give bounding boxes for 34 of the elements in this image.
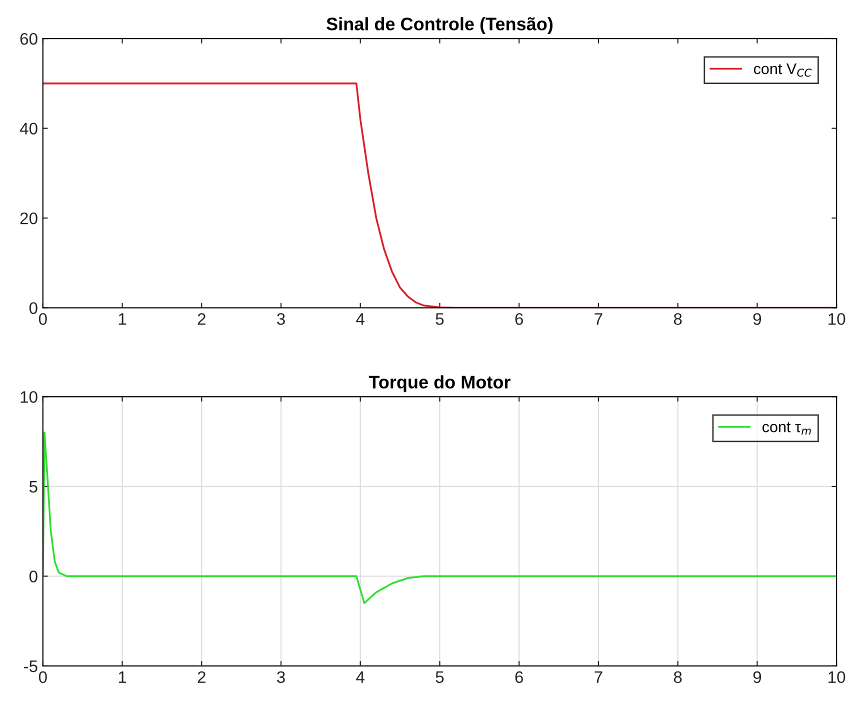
y-tick-label: -5 bbox=[24, 660, 38, 672]
x-tick-label: 6 bbox=[515, 671, 523, 684]
y-tick-label: 0 bbox=[29, 570, 38, 582]
x-tick-label: 9 bbox=[753, 671, 762, 684]
x-tick-label: 4 bbox=[356, 671, 365, 683]
x-tick-label: 4 bbox=[356, 313, 365, 325]
x-tick-label: 8 bbox=[674, 313, 682, 325]
x-tick-label: 3 bbox=[276, 313, 285, 325]
x-tick-label: 0 bbox=[38, 313, 47, 325]
x-tick-label: 2 bbox=[198, 313, 206, 325]
legend-label: cont τ$_{m}$ bbox=[762, 422, 811, 435]
y-tick-label: 10 bbox=[20, 391, 38, 403]
y-tick-label: 20 bbox=[20, 212, 38, 224]
y-tick-label: 0 bbox=[29, 302, 38, 314]
x-tick-label: 6 bbox=[515, 313, 523, 325]
x-tick-label: 1 bbox=[118, 671, 126, 683]
x-tick-label: 7 bbox=[594, 671, 602, 683]
legend-label: cont V$_{CC}$ bbox=[754, 64, 812, 77]
y-tick-label: 60 bbox=[20, 32, 38, 45]
x-tick-label: 5 bbox=[436, 313, 444, 325]
x-tick-label: 10 bbox=[828, 671, 846, 684]
x-tick-label: 10 bbox=[828, 313, 846, 325]
chart-title: Torque do Motor bbox=[368, 375, 510, 392]
x-tick-label: 5 bbox=[436, 671, 444, 684]
x-tick-label: 1 bbox=[118, 313, 126, 325]
chart-title: Sinal de Controle (Tensão) bbox=[326, 17, 553, 34]
y-tick-label: 40 bbox=[20, 122, 38, 135]
x-tick-label: 8 bbox=[674, 671, 682, 684]
x-tick-label: 7 bbox=[594, 313, 602, 325]
x-tick-label: 2 bbox=[198, 671, 206, 683]
x-tick-label: 3 bbox=[276, 671, 285, 684]
x-tick-label: 0 bbox=[38, 671, 47, 684]
y-tick-label: 5 bbox=[29, 481, 38, 493]
x-tick-label: 9 bbox=[753, 313, 762, 325]
